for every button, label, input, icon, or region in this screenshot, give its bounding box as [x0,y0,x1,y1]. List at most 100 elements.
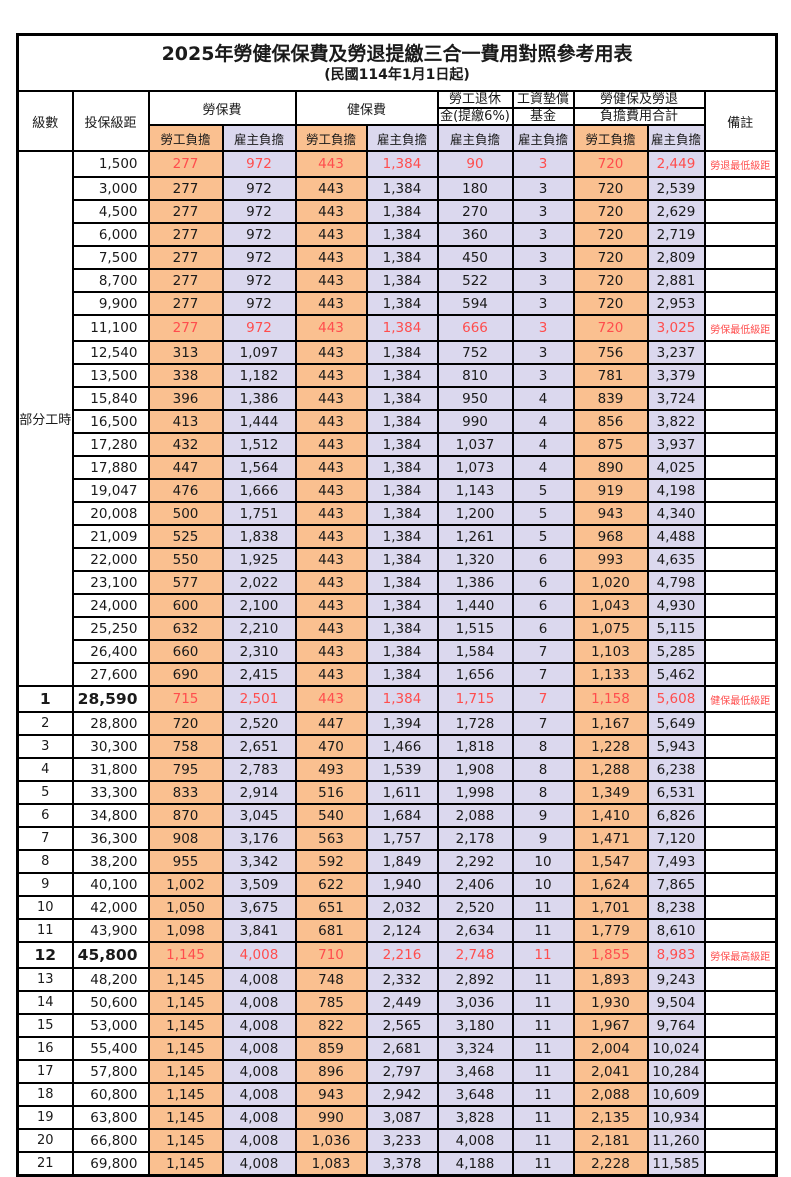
value-cell: 9,504 [646,990,706,1015]
value-cell: 5,115 [646,616,706,641]
level-cell: 5 [16,780,74,805]
remark-cell [703,409,778,434]
value-cell: 3,237 [646,340,706,365]
remark-cell [703,245,778,270]
value-cell: 1,384 [365,199,439,224]
level-cell: 21 [16,1151,74,1177]
value-cell: 4,008 [221,1105,297,1130]
value-cell: 11 [511,1082,575,1107]
remark-cell [703,340,778,365]
remark-cell [703,222,778,247]
value-cell: 3,509 [221,872,297,897]
value-cell: 1,158 [572,685,649,713]
value-cell: 2,088 [436,803,514,828]
value-cell: 277 [147,245,224,270]
value-cell: 11 [511,1105,575,1130]
value-cell: 2,809 [646,245,706,270]
table-title-cell: 2025年勞健保保費及勞退提繳三合一費用對照參考用表 (民國114年1月1日起) [16,33,778,92]
remark-cell [703,547,778,572]
value-cell: 1,584 [436,639,514,664]
value-cell: 2,783 [221,757,297,782]
value-cell: 11 [511,990,575,1015]
value-cell: 2,228 [572,1151,649,1177]
value-cell: 856 [572,409,649,434]
table-row: 21,009 525 1,838 443 1,384 1,261 5 968 4,488 [18,524,778,549]
value-cell: 3,675 [221,895,297,920]
value-cell: 443 [294,662,368,687]
value-cell: 833 [147,780,224,805]
value-cell: 2,520 [436,895,514,920]
table-row: 18 60,800 1,145 4,008 943 2,942 3,648 11 2,088 10… [16,1082,778,1107]
level-cell: 19 [16,1105,74,1130]
value-cell: 1,751 [221,501,297,526]
value-cell: 890 [572,455,649,480]
value-cell: 443 [294,291,368,316]
value-cell: 1,656 [436,662,514,687]
value-cell: 4,008 [221,941,297,969]
value-cell: 810 [436,363,514,388]
value-cell: 1,471 [572,826,649,851]
value-cell: 3 [511,291,575,316]
value-cell: 277 [147,268,224,293]
value-cell: 3 [511,363,575,388]
value-cell: 443 [294,409,368,434]
value-cell: 3,822 [646,409,706,434]
value-cell: 3,176 [221,826,297,851]
remark-cell [703,1105,778,1130]
bracket-cell: 31,800 [71,757,150,782]
value-cell: 4,488 [646,524,706,549]
value-cell: 277 [147,314,224,342]
value-cell: 2,310 [221,639,297,664]
value-cell: 1,930 [572,990,649,1015]
value-cell: 950 [436,386,514,411]
remark-cell [703,826,778,851]
bracket-cell: 33,300 [71,780,150,805]
value-cell: 3,841 [221,918,297,943]
value-cell: 7,865 [646,872,706,897]
remark-cell [703,872,778,897]
table-row: 9,900 277 972 443 1,384 594 3 720 2,953 [18,291,778,316]
value-cell: 443 [294,685,368,713]
table-row: 27,600 690 2,415 443 1,384 1,656 7 1,133 5,462 [18,662,778,687]
value-cell: 870 [147,803,224,828]
value-cell: 1,384 [365,685,439,713]
value-cell: 7 [511,711,575,736]
level-cell: 14 [16,990,74,1015]
table-row: 13 48,200 1,145 4,008 748 2,332 2,892 11 1,893 9,… [16,967,778,992]
value-cell: 1,145 [147,941,224,969]
value-cell: 6 [511,570,575,595]
value-cell: 2,004 [572,1036,649,1061]
remark-cell [703,1036,778,1061]
value-cell: 1,145 [147,990,224,1015]
value-cell: 1,200 [436,501,514,526]
value-cell: 443 [294,386,368,411]
value-cell: 1,384 [365,150,439,178]
header-labor-employee: 勞工負擔 [147,124,224,152]
remark-cell [703,1013,778,1038]
value-cell: 360 [436,222,514,247]
table-row: 7 36,300 908 3,176 563 1,757 2,178 9 1,471 7,120 [16,826,778,851]
remark-cell [703,268,778,293]
table-row: 15,840 396 1,386 443 1,384 950 4 839 3,724 [18,386,778,411]
value-cell: 2,942 [365,1082,439,1107]
value-cell: 10 [511,872,575,897]
page-subtitle: (民國114年1月1日起) [324,67,470,84]
value-cell: 2,520 [221,711,297,736]
value-cell: 720 [572,199,649,224]
value-cell: 1,384 [365,340,439,365]
value-cell: 270 [436,199,514,224]
remark-cell [703,780,778,805]
value-cell: 1,020 [572,570,649,595]
value-cell: 493 [294,757,368,782]
table-row: 6,000 277 972 443 1,384 360 3 720 2,719 [18,222,778,247]
value-cell: 972 [221,199,297,224]
bracket-cell: 6,000 [71,222,150,247]
header-pension-employer: 雇主負擔 [436,124,514,152]
value-cell: 2,041 [572,1059,649,1084]
value-cell: 1,925 [221,547,297,572]
value-cell: 7,493 [646,849,706,874]
value-cell: 277 [147,222,224,247]
value-cell: 3,233 [365,1128,439,1153]
value-cell: 1,143 [436,478,514,503]
value-cell: 2,719 [646,222,706,247]
